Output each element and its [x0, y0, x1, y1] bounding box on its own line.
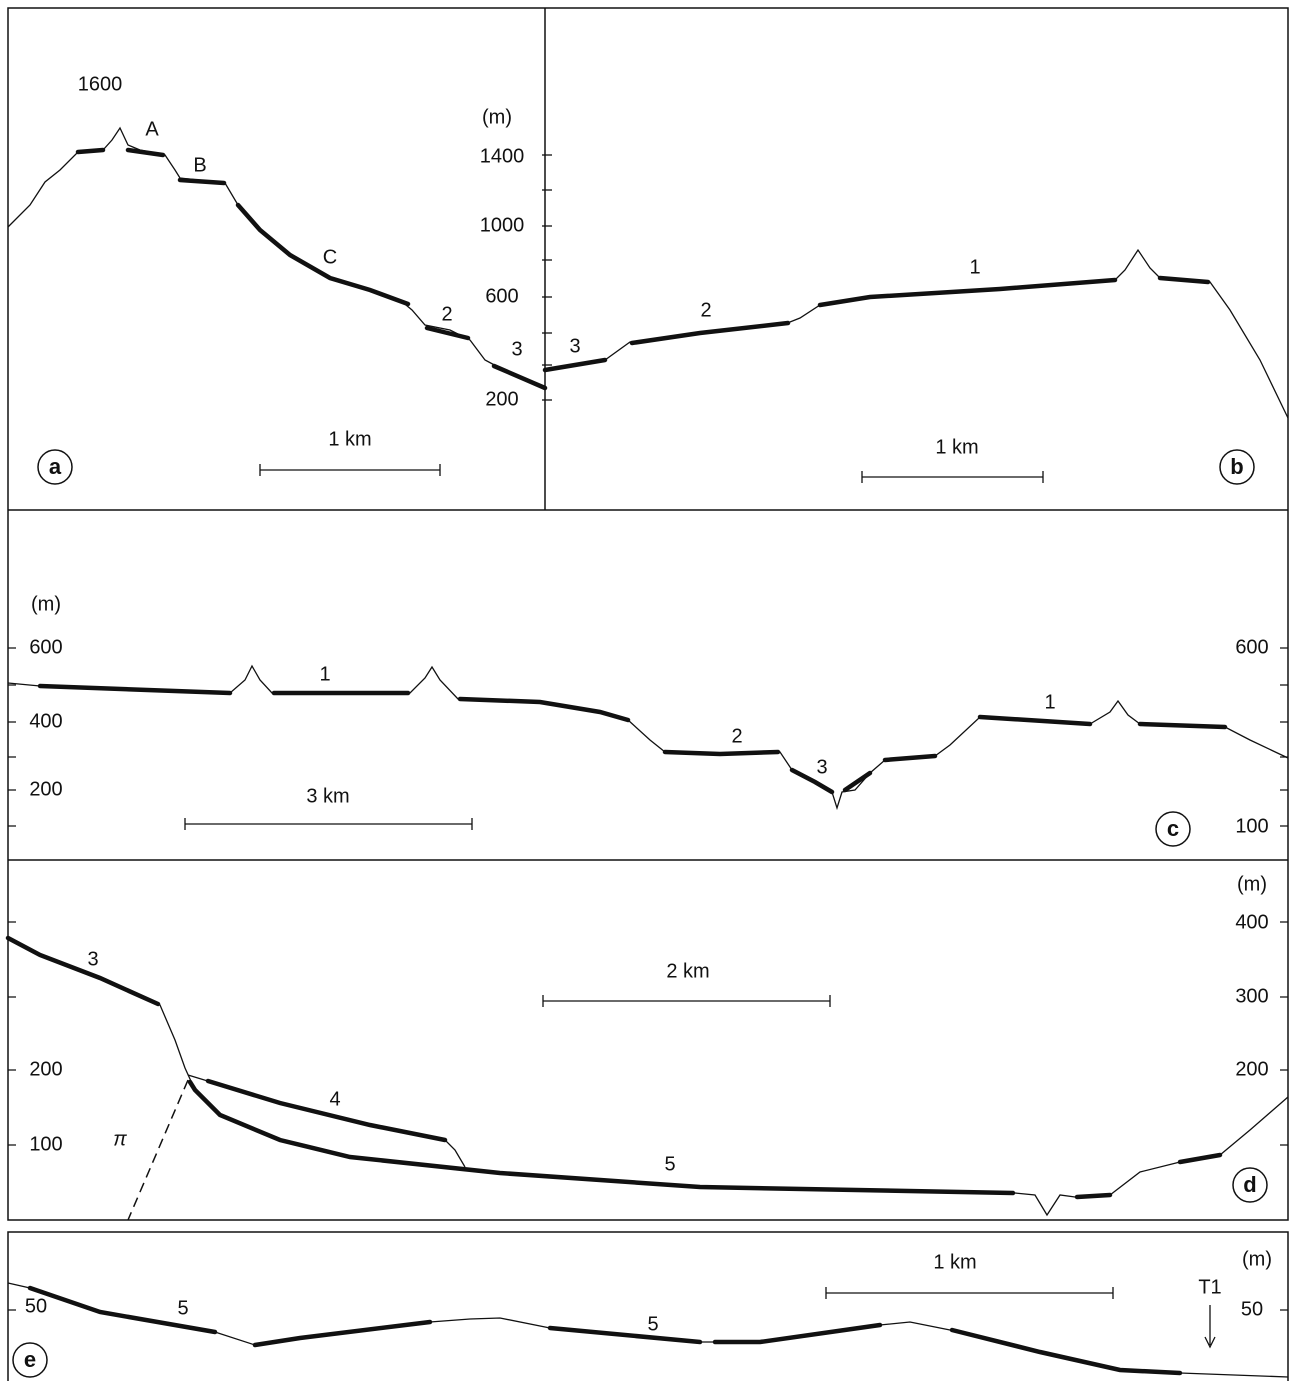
label: 3 — [569, 335, 580, 357]
fault-line — [127, 1079, 189, 1221]
tick-label: 50 — [25, 1295, 47, 1317]
panel-a: (m) 1400 1000 600 200 1600 A B C 2 3 1 k… — [7, 73, 552, 485]
tick-label: 300 — [1235, 985, 1268, 1007]
tick-label: 600 — [485, 285, 518, 307]
unit: (m) — [482, 106, 512, 128]
frames — [7, 7, 1289, 1381]
panel-badge — [1219, 449, 1255, 485]
scale-bar — [259, 464, 441, 476]
tick-label: 600 — [1235, 636, 1268, 658]
panel-e: (m) 50 50 5 5 T1 1 km e — [7, 1248, 1289, 1378]
scale-label: 1 km — [328, 428, 371, 450]
peak-label: 1600 — [78, 73, 123, 95]
tick-label: 1400 — [480, 145, 525, 167]
unit: (m) — [1237, 873, 1267, 895]
tick-label: 400 — [29, 710, 62, 732]
tick-label: 600 — [29, 636, 62, 658]
scale-bar — [542, 995, 831, 1007]
profile — [7, 126, 546, 389]
tick-label: 400 — [1235, 911, 1268, 933]
label: 5 — [647, 1313, 658, 1335]
panel-badge — [12, 1342, 48, 1378]
axis — [8, 921, 1288, 1146]
panel-badge — [1232, 1167, 1268, 1203]
scale-label: 3 km — [306, 785, 349, 807]
terrace — [5, 935, 1223, 1200]
profile — [544, 248, 1289, 419]
profile — [7, 937, 1289, 1217]
label: 4 — [329, 1088, 340, 1110]
scale-bar — [825, 1287, 1114, 1299]
terrace — [75, 147, 548, 391]
axis — [8, 647, 1288, 827]
tick-label: 50 — [1241, 1298, 1263, 1320]
tick-label: 200 — [29, 1058, 62, 1080]
tick-label: 100 — [1235, 815, 1268, 837]
tick-label: 1000 — [480, 214, 525, 236]
label: π — [113, 1128, 127, 1150]
panel-letter: a — [49, 454, 62, 479]
panel-letter: e — [24, 1347, 36, 1372]
label: 1 — [969, 256, 980, 278]
label: 2 — [700, 299, 711, 321]
label: C — [323, 246, 337, 268]
terrace — [37, 683, 1228, 795]
label: 1 — [319, 663, 330, 685]
label: 5 — [177, 1297, 188, 1319]
scale-label: 2 km — [666, 960, 709, 982]
label: 3 — [816, 756, 827, 778]
label: A — [145, 118, 159, 140]
scale-label: 1 km — [935, 436, 978, 458]
label: B — [193, 154, 206, 176]
panel-letter: c — [1167, 816, 1179, 841]
arrow — [1204, 1305, 1216, 1349]
panel-c: (m) 600 400 200 600 100 1 2 3 1 3 km c — [7, 593, 1289, 847]
label: 2 — [441, 303, 452, 325]
panel-letter: d — [1243, 1172, 1256, 1197]
panel-b: 3 2 1 1 km b — [542, 248, 1289, 485]
unit: (m) — [1242, 1248, 1272, 1270]
axis — [542, 154, 552, 401]
scale-bar — [861, 471, 1044, 483]
tick-label: 200 — [485, 388, 518, 410]
panel-d: (m) 400 300 200 200 100 3 4 5 π 2 km d — [5, 873, 1289, 1221]
unit: (m) — [31, 593, 61, 615]
terrace — [542, 275, 1211, 373]
label: T1 — [1198, 1276, 1221, 1298]
panel-badge — [37, 449, 73, 485]
tick-label: 100 — [29, 1133, 62, 1155]
tick-label: 200 — [1235, 1058, 1268, 1080]
label: 1 — [1044, 691, 1055, 713]
scale-bar — [184, 818, 473, 830]
profile — [7, 664, 1289, 811]
panel-badge — [1155, 811, 1191, 847]
tick-label: 200 — [29, 778, 62, 800]
terrace — [27, 1285, 1183, 1376]
panel-letter: b — [1230, 454, 1243, 479]
label: 3 — [87, 948, 98, 970]
scale-label: 1 km — [933, 1251, 976, 1273]
label: 3 — [511, 338, 522, 360]
label: 2 — [731, 725, 742, 747]
label: 5 — [664, 1153, 675, 1175]
